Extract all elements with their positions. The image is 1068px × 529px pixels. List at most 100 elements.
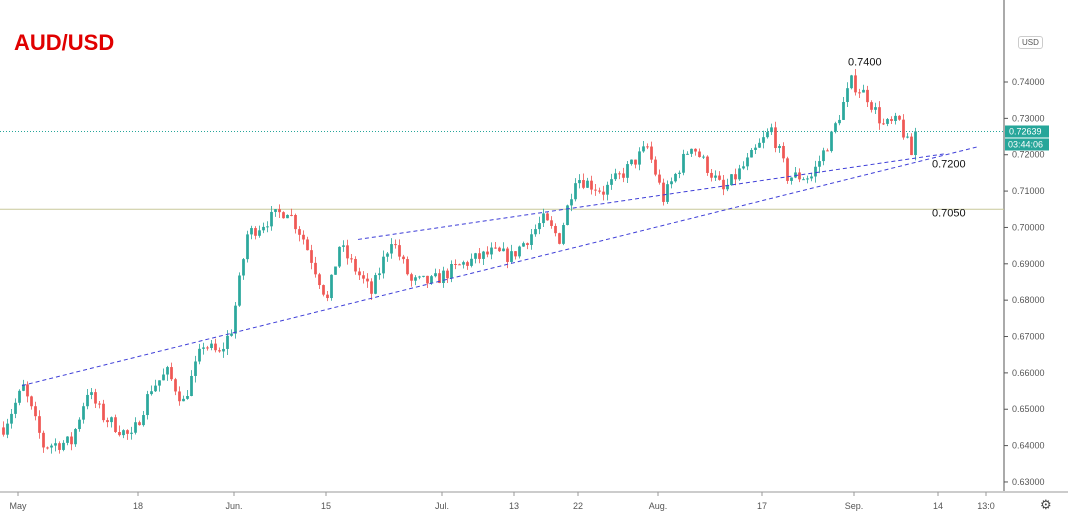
- candle-body: [134, 422, 137, 433]
- candle-body: [578, 180, 581, 184]
- y-tick-label: 0.74000: [1012, 77, 1045, 87]
- candle-body: [662, 182, 665, 202]
- candle-body: [790, 177, 793, 181]
- candle-body: [338, 246, 341, 267]
- last-price-label: 0.72639: [1009, 126, 1042, 136]
- candle-body: [422, 275, 425, 277]
- candle-body: [378, 273, 381, 276]
- candle-body: [62, 442, 65, 450]
- candle-body: [766, 132, 769, 138]
- candle-body: [374, 275, 377, 294]
- candle-body: [886, 119, 889, 124]
- candle-body: [194, 361, 197, 376]
- candle-body: [474, 253, 477, 259]
- candle-body: [2, 427, 5, 435]
- candle-body: [878, 107, 881, 124]
- candle-body: [370, 281, 373, 294]
- candle-body: [282, 212, 285, 219]
- candle-body: [290, 214, 293, 216]
- candle-body: [350, 258, 353, 260]
- y-tick-label: 0.67000: [1012, 332, 1045, 342]
- candle-body: [522, 243, 525, 247]
- candle-body: [262, 226, 265, 231]
- y-tick-label: 0.64000: [1012, 441, 1045, 451]
- candle-body: [26, 384, 29, 397]
- candle-body: [666, 184, 669, 202]
- candle-body: [158, 380, 161, 386]
- candle-body: [618, 173, 621, 175]
- candle-body: [86, 394, 89, 407]
- candle-body: [446, 270, 449, 279]
- candle-body: [246, 234, 249, 260]
- currency-badge[interactable]: USD: [1018, 36, 1043, 49]
- candle-body: [14, 402, 17, 414]
- candle-body: [850, 75, 853, 89]
- candle-body: [90, 392, 93, 395]
- candle-body: [690, 148, 693, 154]
- x-tick-label: 13: [509, 501, 519, 511]
- candle-body: [22, 384, 25, 391]
- candle-body: [426, 275, 429, 284]
- candle-body: [102, 403, 105, 421]
- candle-body: [258, 230, 261, 236]
- candle-body: [58, 443, 61, 450]
- candle-body: [630, 159, 633, 165]
- candle-body: [34, 406, 37, 417]
- candle-body: [674, 173, 677, 182]
- candle-body: [542, 213, 545, 224]
- candle-body: [298, 229, 301, 235]
- candle-body: [10, 413, 13, 424]
- candle-body: [50, 445, 53, 448]
- candle-body: [410, 274, 413, 281]
- candle-body: [898, 115, 901, 120]
- candle-body: [182, 398, 185, 402]
- candle-body: [98, 403, 101, 405]
- candle-body: [546, 213, 549, 221]
- candle-body: [806, 178, 809, 180]
- candle-body: [418, 276, 421, 278]
- candle-body: [734, 174, 737, 180]
- candle-body: [534, 229, 537, 235]
- gear-icon[interactable]: ⚙: [1040, 497, 1052, 512]
- candle-body: [470, 258, 473, 266]
- candle-body: [138, 422, 141, 426]
- candle-body: [658, 174, 661, 183]
- candle-body: [758, 142, 761, 148]
- candle-body: [70, 436, 73, 445]
- candle-body: [450, 263, 453, 279]
- candle-body: [454, 263, 457, 265]
- candle-body: [218, 350, 221, 352]
- x-tick-label: 22: [573, 501, 583, 511]
- candle-body: [738, 168, 741, 180]
- candle-body: [46, 447, 49, 449]
- candle-body: [294, 215, 297, 230]
- candle-body: [150, 391, 153, 395]
- candle-body: [126, 430, 129, 434]
- candle-body: [78, 419, 81, 430]
- candle-body: [274, 209, 277, 212]
- candle-body: [586, 180, 589, 188]
- candle-body: [354, 258, 357, 272]
- candle-body: [498, 247, 501, 252]
- candle-body: [654, 159, 657, 175]
- candle-body: [198, 348, 201, 362]
- candle-body: [710, 172, 713, 178]
- candle-body: [438, 273, 441, 284]
- candle-body: [110, 417, 113, 423]
- candle-body: [826, 150, 829, 152]
- candle-body: [154, 385, 157, 392]
- candle-body: [610, 179, 613, 185]
- candle-body: [914, 131, 917, 156]
- candle-body: [386, 253, 389, 257]
- candle-body: [306, 239, 309, 251]
- candle-body: [682, 153, 685, 173]
- candle-body: [334, 266, 337, 275]
- candle-body: [818, 161, 821, 167]
- candle-body: [706, 156, 709, 173]
- candle-body: [750, 149, 753, 158]
- x-tick-label: 15: [321, 501, 331, 511]
- candle-body: [478, 253, 481, 259]
- candle-body: [670, 181, 673, 185]
- candle-body: [742, 166, 745, 169]
